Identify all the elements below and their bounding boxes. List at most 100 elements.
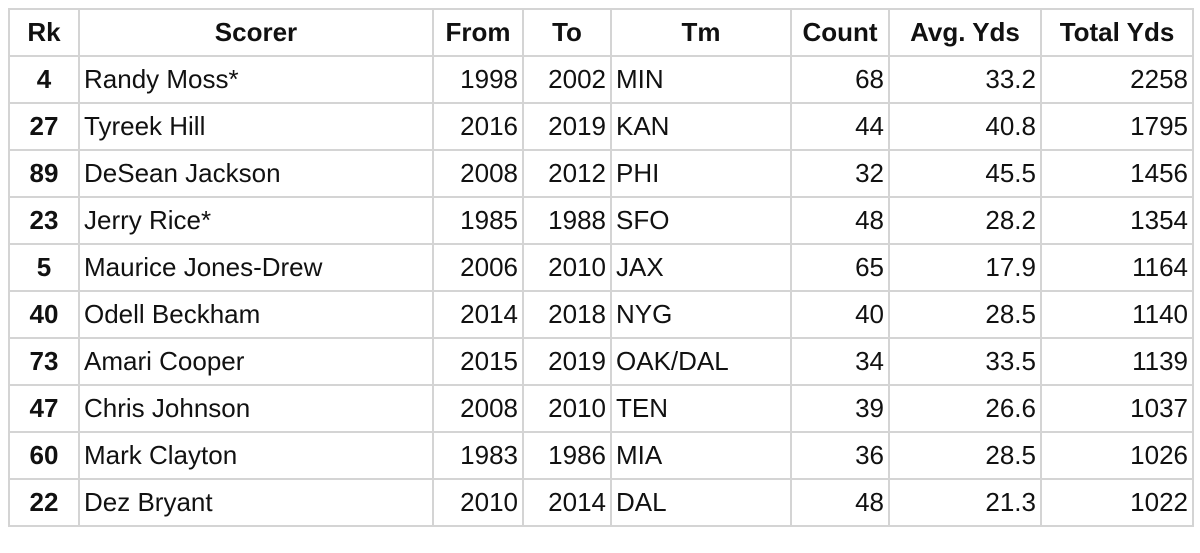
table-cell: 33.5 [888,337,1042,386]
table-cell: 32 [790,149,890,198]
column-header: Rk [8,8,80,57]
table-cell: 2014 [432,290,524,339]
table-cell: SFO [610,196,792,245]
table-cell: 2014 [522,478,612,527]
table-cell: 1026 [1040,431,1194,480]
table-cell: 2016 [432,102,524,151]
table-cell: 48 [790,478,890,527]
column-header: Total Yds [1040,8,1194,57]
table-cell: 2010 [522,384,612,433]
table-cell: Dez Bryant [78,478,434,527]
column-header: Scorer [78,8,434,57]
table-cell: 45.5 [888,149,1042,198]
table-row: 22 Dez Bryant 2010 2014 DAL 48 21.3 1022 [8,478,1194,527]
table-cell: 2019 [522,102,612,151]
table-row: 27 Tyreek Hill 2016 2019 KAN 44 40.8 1795 [8,102,1194,151]
table-cell: 73 [8,337,80,386]
table-cell: 1983 [432,431,524,480]
table-cell: Jerry Rice* [78,196,434,245]
table-cell: 1985 [432,196,524,245]
table-cell: 2002 [522,55,612,104]
table-cell: 2012 [522,149,612,198]
table-cell: Tyreek Hill [78,102,434,151]
table-cell: 2019 [522,337,612,386]
column-header: Count [790,8,890,57]
table-cell: DAL [610,478,792,527]
table-cell: 28.2 [888,196,1042,245]
table-cell: 2008 [432,149,524,198]
table-cell: 39 [790,384,890,433]
table-cell: KAN [610,102,792,151]
header-row: Rk Scorer From To Tm Count Avg. Yds Total Yds [8,8,1194,57]
table-cell: MIN [610,55,792,104]
table-cell: 21.3 [888,478,1042,527]
table-cell: MIA [610,431,792,480]
table-cell: 26.6 [888,384,1042,433]
table-cell: 1139 [1040,337,1194,386]
table-cell: NYG [610,290,792,339]
table-cell: 1354 [1040,196,1194,245]
table-cell: Odell Beckham [78,290,434,339]
table-cell: 1998 [432,55,524,104]
table-body: 4 Randy Moss* 1998 2002 MIN 68 33.2 2258 27 Tyree… [8,55,1194,527]
table-row: 47 Chris Johnson 2008 2010 TEN 39 26.6 1037 [8,384,1194,433]
table-cell: Chris Johnson [78,384,434,433]
table-cell: 33.2 [888,55,1042,104]
column-header: To [522,8,612,57]
table-cell: 89 [8,149,80,198]
table-cell: 1037 [1040,384,1194,433]
table-cell: 47 [8,384,80,433]
table-cell: 48 [790,196,890,245]
table-cell: 22 [8,478,80,527]
table-row: 5 Maurice Jones-Drew 2006 2010 JAX 65 17.9 1164 [8,243,1194,292]
table-cell: 27 [8,102,80,151]
table-cell: 28.5 [888,431,1042,480]
table-cell: TEN [610,384,792,433]
table-cell: Mark Clayton [78,431,434,480]
column-header: Tm [610,8,792,57]
table-cell: 1795 [1040,102,1194,151]
column-header: Avg. Yds [888,8,1042,57]
table-container: Rk Scorer From To Tm Count Avg. Yds Total Yds 4… [8,8,1194,527]
table-cell: 1986 [522,431,612,480]
table-row: 89 DeSean Jackson 2008 2012 PHI 32 45.5 1456 [8,149,1194,198]
table-cell: 40 [790,290,890,339]
table-cell: 4 [8,55,80,104]
table-row: 23 Jerry Rice* 1985 1988 SFO 48 28.2 1354 [8,196,1194,245]
table-cell: 1140 [1040,290,1194,339]
table-cell: DeSean Jackson [78,149,434,198]
table-cell: Amari Cooper [78,337,434,386]
table-cell: 2258 [1040,55,1194,104]
table-cell: 44 [790,102,890,151]
table-cell: 2010 [522,243,612,292]
table-cell: 17.9 [888,243,1042,292]
table-cell: JAX [610,243,792,292]
scorers-table: Rk Scorer From To Tm Count Avg. Yds Total Yds 4… [8,8,1194,527]
table-cell: 2015 [432,337,524,386]
table-cell: 2018 [522,290,612,339]
table-cell: Randy Moss* [78,55,434,104]
table-cell: 1164 [1040,243,1194,292]
table-row: 4 Randy Moss* 1998 2002 MIN 68 33.2 2258 [8,55,1194,104]
table-cell: 2008 [432,384,524,433]
table-cell: 34 [790,337,890,386]
table-cell: 36 [790,431,890,480]
table-cell: 2010 [432,478,524,527]
table-cell: 40.8 [888,102,1042,151]
table-cell: 1456 [1040,149,1194,198]
table-cell: 28.5 [888,290,1042,339]
table-cell: 23 [8,196,80,245]
column-header: From [432,8,524,57]
table-cell: 5 [8,243,80,292]
table-cell: PHI [610,149,792,198]
table-cell: 2006 [432,243,524,292]
table-cell: OAK/DAL [610,337,792,386]
table-row: 40 Odell Beckham 2014 2018 NYG 40 28.5 1140 [8,290,1194,339]
table-row: 73 Amari Cooper 2015 2019 OAK/DAL 34 33.5 1139 [8,337,1194,386]
table-cell: 1022 [1040,478,1194,527]
table-cell: 68 [790,55,890,104]
table-cell: 65 [790,243,890,292]
table-cell: 40 [8,290,80,339]
table-cell: 60 [8,431,80,480]
